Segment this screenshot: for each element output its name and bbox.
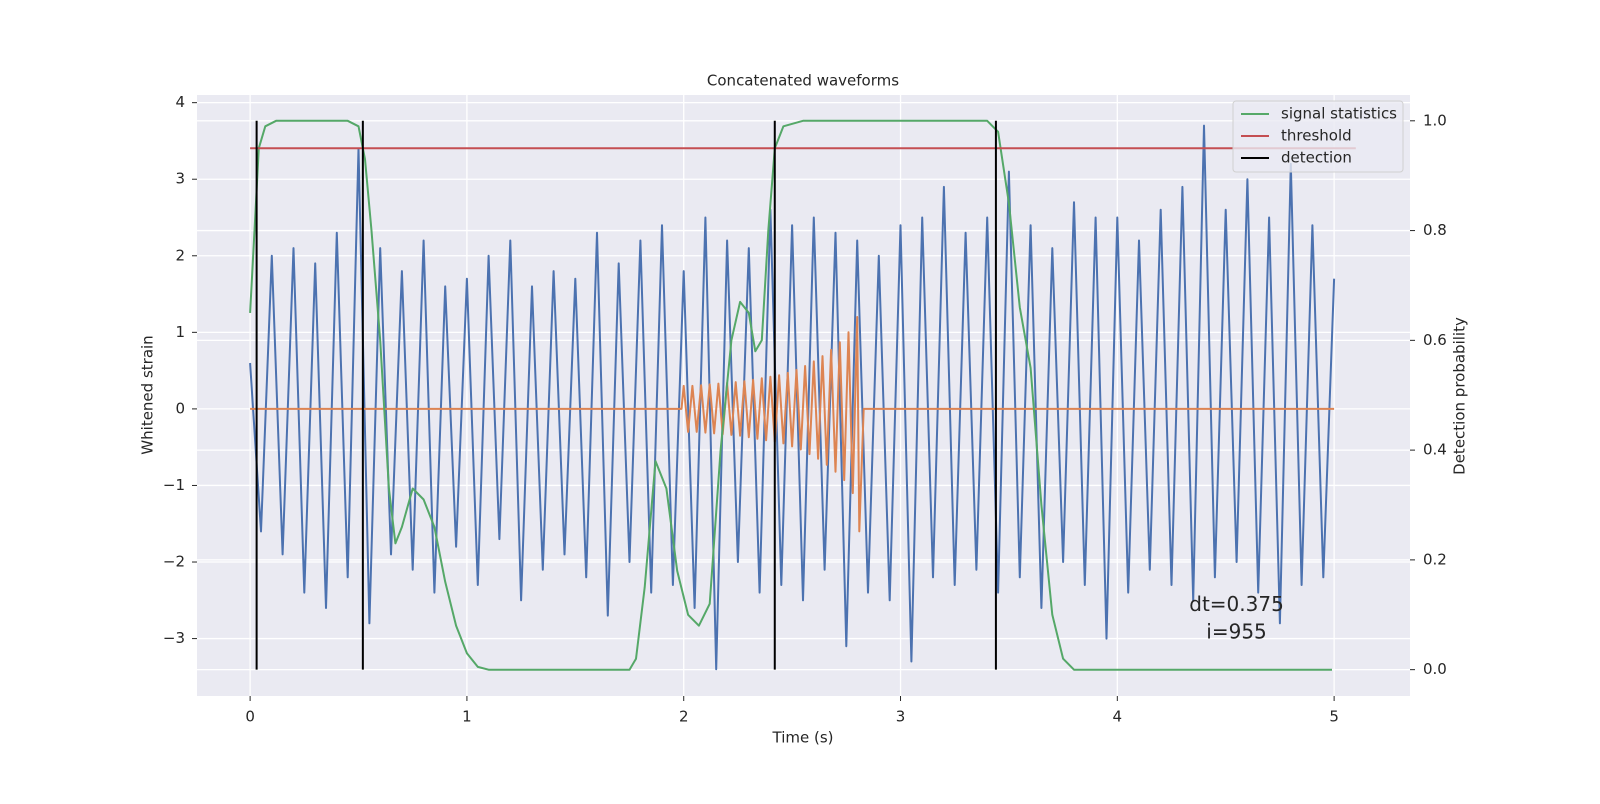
y2-tick-label: 0.8 <box>1423 221 1447 239</box>
y2-tick-label: 0.4 <box>1423 441 1447 459</box>
y-axis-label: Whitened strain <box>139 335 157 454</box>
y-tick-label: 2 <box>175 246 185 264</box>
y-tick-label: −2 <box>163 553 185 571</box>
x-axis-label: Time (s) <box>772 729 834 747</box>
y2-tick-label: 0.0 <box>1423 660 1447 678</box>
series-line <box>250 316 1335 533</box>
legend: signal statistics threshold detection <box>1232 100 1404 173</box>
legend-label: signal statistics <box>1281 105 1397 123</box>
chart-title: Concatenated waveforms <box>707 72 899 90</box>
y2-axis-label: Detection probability <box>1451 317 1469 475</box>
y-tick-label: −3 <box>163 629 185 647</box>
legend-box <box>1232 100 1404 173</box>
y2-tick-label: 0.2 <box>1423 550 1447 568</box>
x-tick-label: 2 <box>679 708 689 726</box>
y-tick-label: 1 <box>175 323 185 341</box>
x-tick-label: 4 <box>1113 708 1123 726</box>
x-tick-label: 5 <box>1329 708 1339 726</box>
y-tick-label: 3 <box>175 170 185 188</box>
series-line <box>249 119 1332 671</box>
x-tick-label: 3 <box>896 708 906 726</box>
legend-label: threshold <box>1281 127 1352 145</box>
y-tick-label: 0 <box>175 399 185 417</box>
y2-tick-label: 0.6 <box>1423 331 1447 349</box>
x-tick-label: 0 <box>245 708 255 726</box>
x-tick-label: 1 <box>462 708 472 726</box>
legend-label: detection <box>1281 149 1352 167</box>
annotation: i=955 <box>1206 620 1267 644</box>
y-tick-label: −1 <box>163 476 185 494</box>
series-line <box>249 124 1336 671</box>
y2-tick-label: 1.0 <box>1423 111 1447 129</box>
y-tick-label: 4 <box>175 93 185 111</box>
annotation: dt=0.375 <box>1189 592 1284 616</box>
